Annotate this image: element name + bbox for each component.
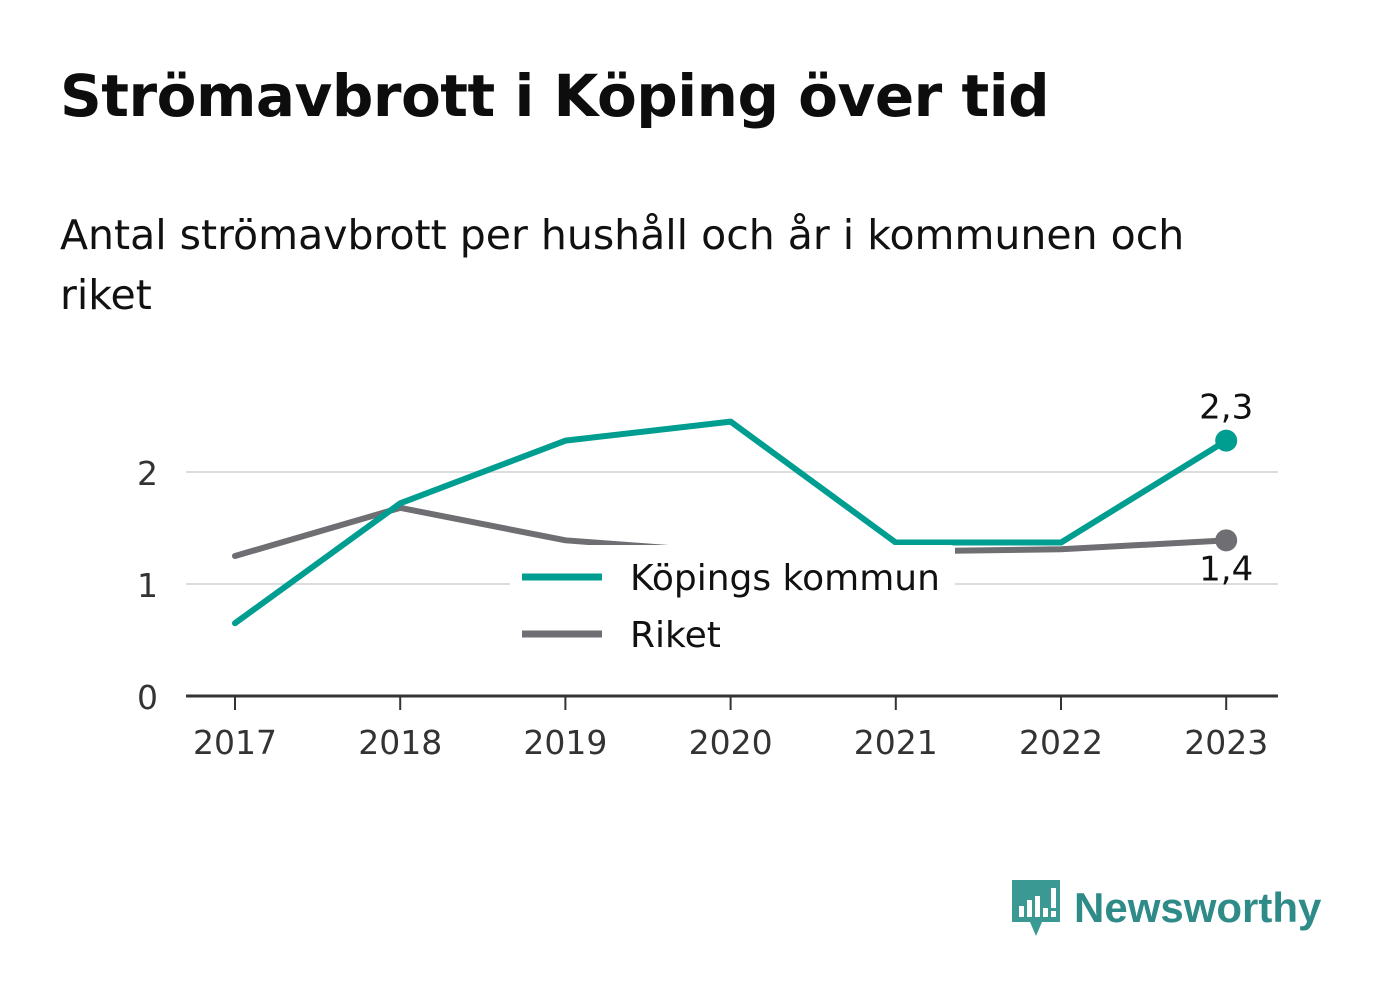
series-end-point	[1215, 429, 1238, 452]
legend-label: Köpings kommun	[630, 558, 940, 599]
chart-legend: Köpings kommun Riket	[510, 545, 955, 660]
x-tick-label: 2019	[523, 723, 607, 762]
y-tick-label: 0	[137, 678, 158, 717]
chart-title: Strömavbrott i Köping över tid	[60, 62, 1050, 130]
chart-subtitle: Antal strömavbrott per hushåll och år i …	[60, 211, 1185, 319]
end-value-label: 1,4	[1199, 549, 1253, 589]
x-tick-label: 2021	[854, 723, 938, 762]
brand-name: Newsworthy	[1074, 884, 1322, 931]
x-tick-label: 2023	[1184, 723, 1268, 762]
end-value-label: 2,3	[1199, 388, 1253, 428]
chart-end-labels: 2,3 1,4	[1199, 388, 1253, 590]
legend-background	[510, 545, 955, 660]
y-tick-label: 1	[137, 566, 158, 605]
series-line	[232, 418, 1230, 627]
series-end-point	[1215, 529, 1238, 552]
legend-label: Riket	[630, 615, 721, 656]
x-tick-label: 2018	[358, 723, 442, 762]
x-tick-label: 2020	[689, 723, 773, 762]
x-tick-label: 2017	[193, 723, 277, 762]
y-tick-label: 2	[137, 454, 158, 493]
x-tick-label: 2022	[1019, 723, 1103, 762]
brand-logo: Newsworthy	[1010, 878, 1321, 938]
newsworthy-logo-icon	[1012, 880, 1060, 936]
chart-axes: 0 1 2 2017 2018 2019 2020 2021 2022 2023	[137, 454, 1278, 762]
